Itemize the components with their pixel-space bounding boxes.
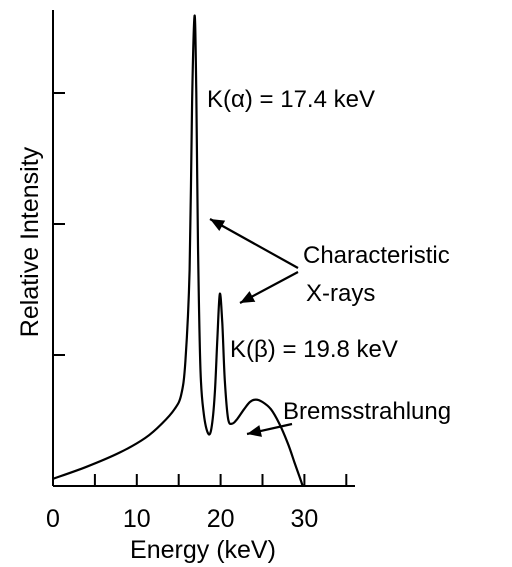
y-axis-title: Relative Intensity [16,146,44,337]
k-alpha-label: K(α) = 17.4 keV [207,86,375,113]
arrow-k-beta [239,271,299,304]
x-tick-label: 0 [46,505,60,533]
x-axis-title: Energy (keV) [130,536,276,564]
arrow-bremsstrahlung [246,422,293,437]
arrow-head [210,219,226,232]
x-tick-label: 30 [290,505,318,533]
arrow-shaft [209,218,299,269]
characteristic-label: Characteristic [303,242,450,269]
ticks [52,92,348,486]
xrays-label: X-rays [306,280,375,307]
arrow-k-alpha [209,218,299,269]
bremsstrahlung-label: Bremsstrahlung [283,398,451,425]
arrow-head [247,425,262,437]
arrows [209,218,299,437]
spectrum-line [52,14,304,487]
arrow-head [240,291,256,303]
tick-labels: 0 10 20 30 [46,505,318,533]
k-beta-label: K(β) = 19.8 keV [230,336,398,363]
x-tick-label: 10 [123,505,151,533]
x-tick-label: 20 [207,505,235,533]
